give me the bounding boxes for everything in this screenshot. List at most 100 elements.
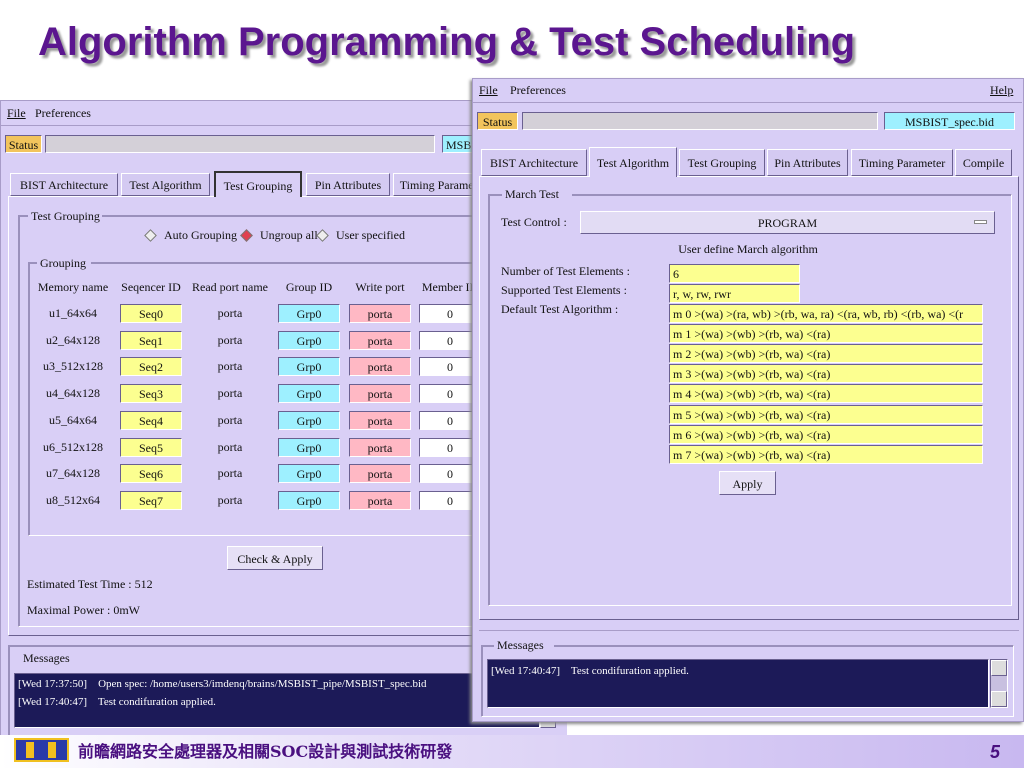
message-line: [Wed 17:40:47] Test condifuration applie… [18,696,216,708]
page-number: 5 [989,742,1000,762]
column-header: Member ID [421,280,479,294]
radio-label[interactable]: Ungroup all [260,228,318,242]
table-cell[interactable]: 0 [419,384,481,404]
status-field [45,135,435,153]
tab[interactable]: Test Grouping [214,171,302,197]
table-cell[interactable]: 0 [419,464,481,484]
table-cell: u1_64x64 [49,306,97,320]
table-cell[interactable]: Seq3 [120,384,182,404]
table-cell[interactable]: Grp0 [278,490,340,510]
group-box [488,194,1012,606]
button[interactable]: Apply [719,471,776,495]
menu-item[interactable]: File [7,106,26,120]
table-cell[interactable]: Grp0 [278,357,340,377]
table-cell: u4_64x128 [46,386,100,401]
menu-item[interactable]: Preferences [35,106,91,120]
table-cell[interactable]: Seq1 [120,330,182,350]
table-cell[interactable]: 0 [419,357,481,377]
table-cell[interactable]: Grp0 [278,330,340,350]
table-cell[interactable]: 0 [419,330,481,350]
table-cell[interactable]: porta [349,304,411,323]
algorithm-field[interactable]: m 6 >(wa) >(wb) >(rb, wa) <(ra) [669,424,983,444]
algorithm-field[interactable]: m 4 >(wa) >(wb) >(rb, wa) <(ra) [669,384,983,404]
table-cell: u6_512x128 [43,439,103,454]
tab[interactable]: Timing Parameter [393,173,493,196]
scroll-button[interactable] [991,660,1007,676]
group-title: Messages [20,650,76,666]
algorithm-field[interactable]: m 1 >(wa) >(wb) >(rb, wa) <(ra) [669,324,983,344]
group-title: Grouping [37,255,91,271]
tab[interactable]: Test Algorithm [589,147,677,177]
table-cell[interactable]: Seq5 [120,437,182,457]
scroll-button[interactable] [991,691,1007,707]
table-cell: u8_512x64 [46,492,100,507]
table-cell: porta [217,492,243,507]
table-cell[interactable]: porta [349,490,411,510]
algorithm-field[interactable]: m 3 >(wa) >(wb) >(rb, wa) <(ra) [669,364,983,384]
text-field[interactable]: r, w, rw, rwr [669,284,800,303]
text-field[interactable]: 6 [669,264,800,283]
tab[interactable]: Compile [955,149,1012,176]
table-cell: porta [217,359,243,374]
table-cell[interactable]: Seq7 [120,490,182,510]
tab[interactable]: Test Grouping [679,149,765,176]
table-cell: u3_512x128 [43,359,103,374]
table-cell[interactable]: porta [349,410,411,430]
field-label: Test Control : [501,215,567,229]
tab[interactable]: Pin Attributes [767,149,848,176]
tab[interactable]: BIST Architecture [10,173,118,196]
tab[interactable]: Test Algorithm [121,173,210,196]
messages-panel [481,645,1014,717]
button[interactable]: Check & Apply [227,546,323,570]
info-text: Maximal Power : 0mW [27,603,140,617]
table-cell: porta [217,466,243,481]
radio-label[interactable]: Auto Grouping [164,228,237,242]
menu-item[interactable]: Preferences [510,83,566,97]
table-cell: porta [217,306,243,320]
table-cell[interactable]: Grp0 [278,464,340,484]
group-title: March Test [502,186,572,202]
column-header: Seqencer ID [121,280,181,294]
column-header: Memory name [37,280,109,294]
footer-bar [0,735,1024,768]
algorithm-field[interactable]: m 0 >(wa) >(ra, wb) >(rb, wa, ra) <(ra, … [669,304,983,323]
message-line: [Wed 17:40:47] Test condifuration applie… [491,665,689,677]
table-cell[interactable]: Grp0 [278,410,340,430]
table-cell: u5_64x64 [49,412,97,427]
table-cell: porta [217,439,243,454]
slide-title: Algorithm Programming & Test Scheduling [38,20,856,64]
table-cell[interactable]: Seq2 [120,357,182,377]
table-cell[interactable]: porta [349,357,411,377]
table-cell[interactable]: Grp0 [278,437,340,457]
algorithm-field[interactable]: m 7 >(wa) >(wb) >(rb, wa) <(ra) [669,444,983,464]
tab[interactable]: Timing Parameter [851,149,953,176]
algorithm-field[interactable]: m 5 >(wa) >(wb) >(rb, wa) <(ra) [669,404,983,424]
table-cell[interactable]: Seq6 [120,464,182,484]
tab[interactable]: BIST Architecture [481,149,587,176]
message-area [14,673,540,728]
table-cell[interactable]: porta [349,330,411,350]
tab[interactable]: Pin Attributes [306,173,390,196]
table-cell[interactable]: porta [349,464,411,484]
table-cell[interactable]: Seq0 [120,304,182,323]
menu-item[interactable]: Help [990,83,1014,97]
status-label: Status [5,135,42,153]
algorithm-field[interactable]: m 2 >(wa) >(wb) >(rb, wa) <(ra) [669,344,983,364]
separator [473,102,1022,103]
table-cell[interactable]: Seq4 [120,410,182,430]
table-cell[interactable]: porta [349,437,411,457]
separator [479,630,1019,631]
radio-label[interactable]: User specified [336,228,405,242]
table-cell[interactable]: porta [349,384,411,404]
footer-text: 前瞻網路安全處理器及相關SOC設計與測試技術研發 [78,742,453,761]
dropdown[interactable]: PROGRAM [580,211,995,234]
table-cell[interactable]: Grp0 [278,304,340,323]
field-label: Supported Test Elements : [501,283,627,297]
menu-item[interactable]: File [479,83,498,97]
status-label: Status [477,112,518,130]
info-text: Estimated Test Time : 512 [27,577,153,591]
table-cell: u2_64x128 [46,332,100,347]
table-cell[interactable]: Grp0 [278,384,340,404]
status-file: MSBIST_spec.bid [884,112,1015,130]
separator [0,125,568,126]
